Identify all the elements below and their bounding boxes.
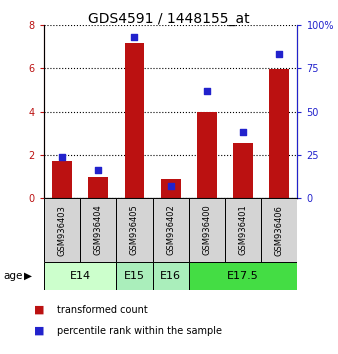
Bar: [233, 143, 253, 198]
Bar: [261, 198, 297, 262]
Bar: [52, 161, 72, 198]
Text: percentile rank within the sample: percentile rank within the sample: [57, 326, 222, 336]
Point: [132, 34, 137, 40]
Text: GSM936405: GSM936405: [130, 205, 139, 256]
Bar: [152, 262, 189, 290]
Text: GSM936400: GSM936400: [202, 205, 211, 256]
Bar: [124, 43, 144, 198]
Bar: [88, 177, 108, 198]
Text: age: age: [3, 271, 23, 281]
Bar: [152, 198, 189, 262]
Bar: [197, 112, 217, 198]
Text: GSM936402: GSM936402: [166, 205, 175, 256]
Bar: [116, 198, 152, 262]
Text: ■: ■: [34, 326, 44, 336]
Text: E14: E14: [70, 271, 91, 281]
Text: E16: E16: [160, 271, 181, 281]
Bar: [44, 198, 80, 262]
Point: [240, 130, 246, 135]
Text: E17.5: E17.5: [227, 271, 259, 281]
Point: [276, 51, 282, 57]
Text: ▶: ▶: [24, 271, 32, 281]
Bar: [161, 179, 180, 198]
Bar: [269, 69, 289, 198]
Text: E15: E15: [124, 271, 145, 281]
Text: GSM936406: GSM936406: [275, 205, 284, 256]
Text: GSM936401: GSM936401: [239, 205, 248, 256]
Bar: [116, 262, 152, 290]
Text: GSM936403: GSM936403: [57, 205, 67, 256]
Bar: [225, 198, 261, 262]
Bar: [80, 198, 116, 262]
Bar: [189, 262, 297, 290]
Point: [204, 88, 210, 93]
Point: [168, 183, 173, 189]
Text: GDS4591 / 1448155_at: GDS4591 / 1448155_at: [88, 12, 250, 27]
Bar: [189, 198, 225, 262]
Point: [96, 168, 101, 173]
Text: GSM936404: GSM936404: [94, 205, 103, 256]
Text: ■: ■: [34, 305, 44, 315]
Text: transformed count: transformed count: [57, 305, 148, 315]
Bar: [44, 262, 116, 290]
Point: [59, 154, 65, 159]
